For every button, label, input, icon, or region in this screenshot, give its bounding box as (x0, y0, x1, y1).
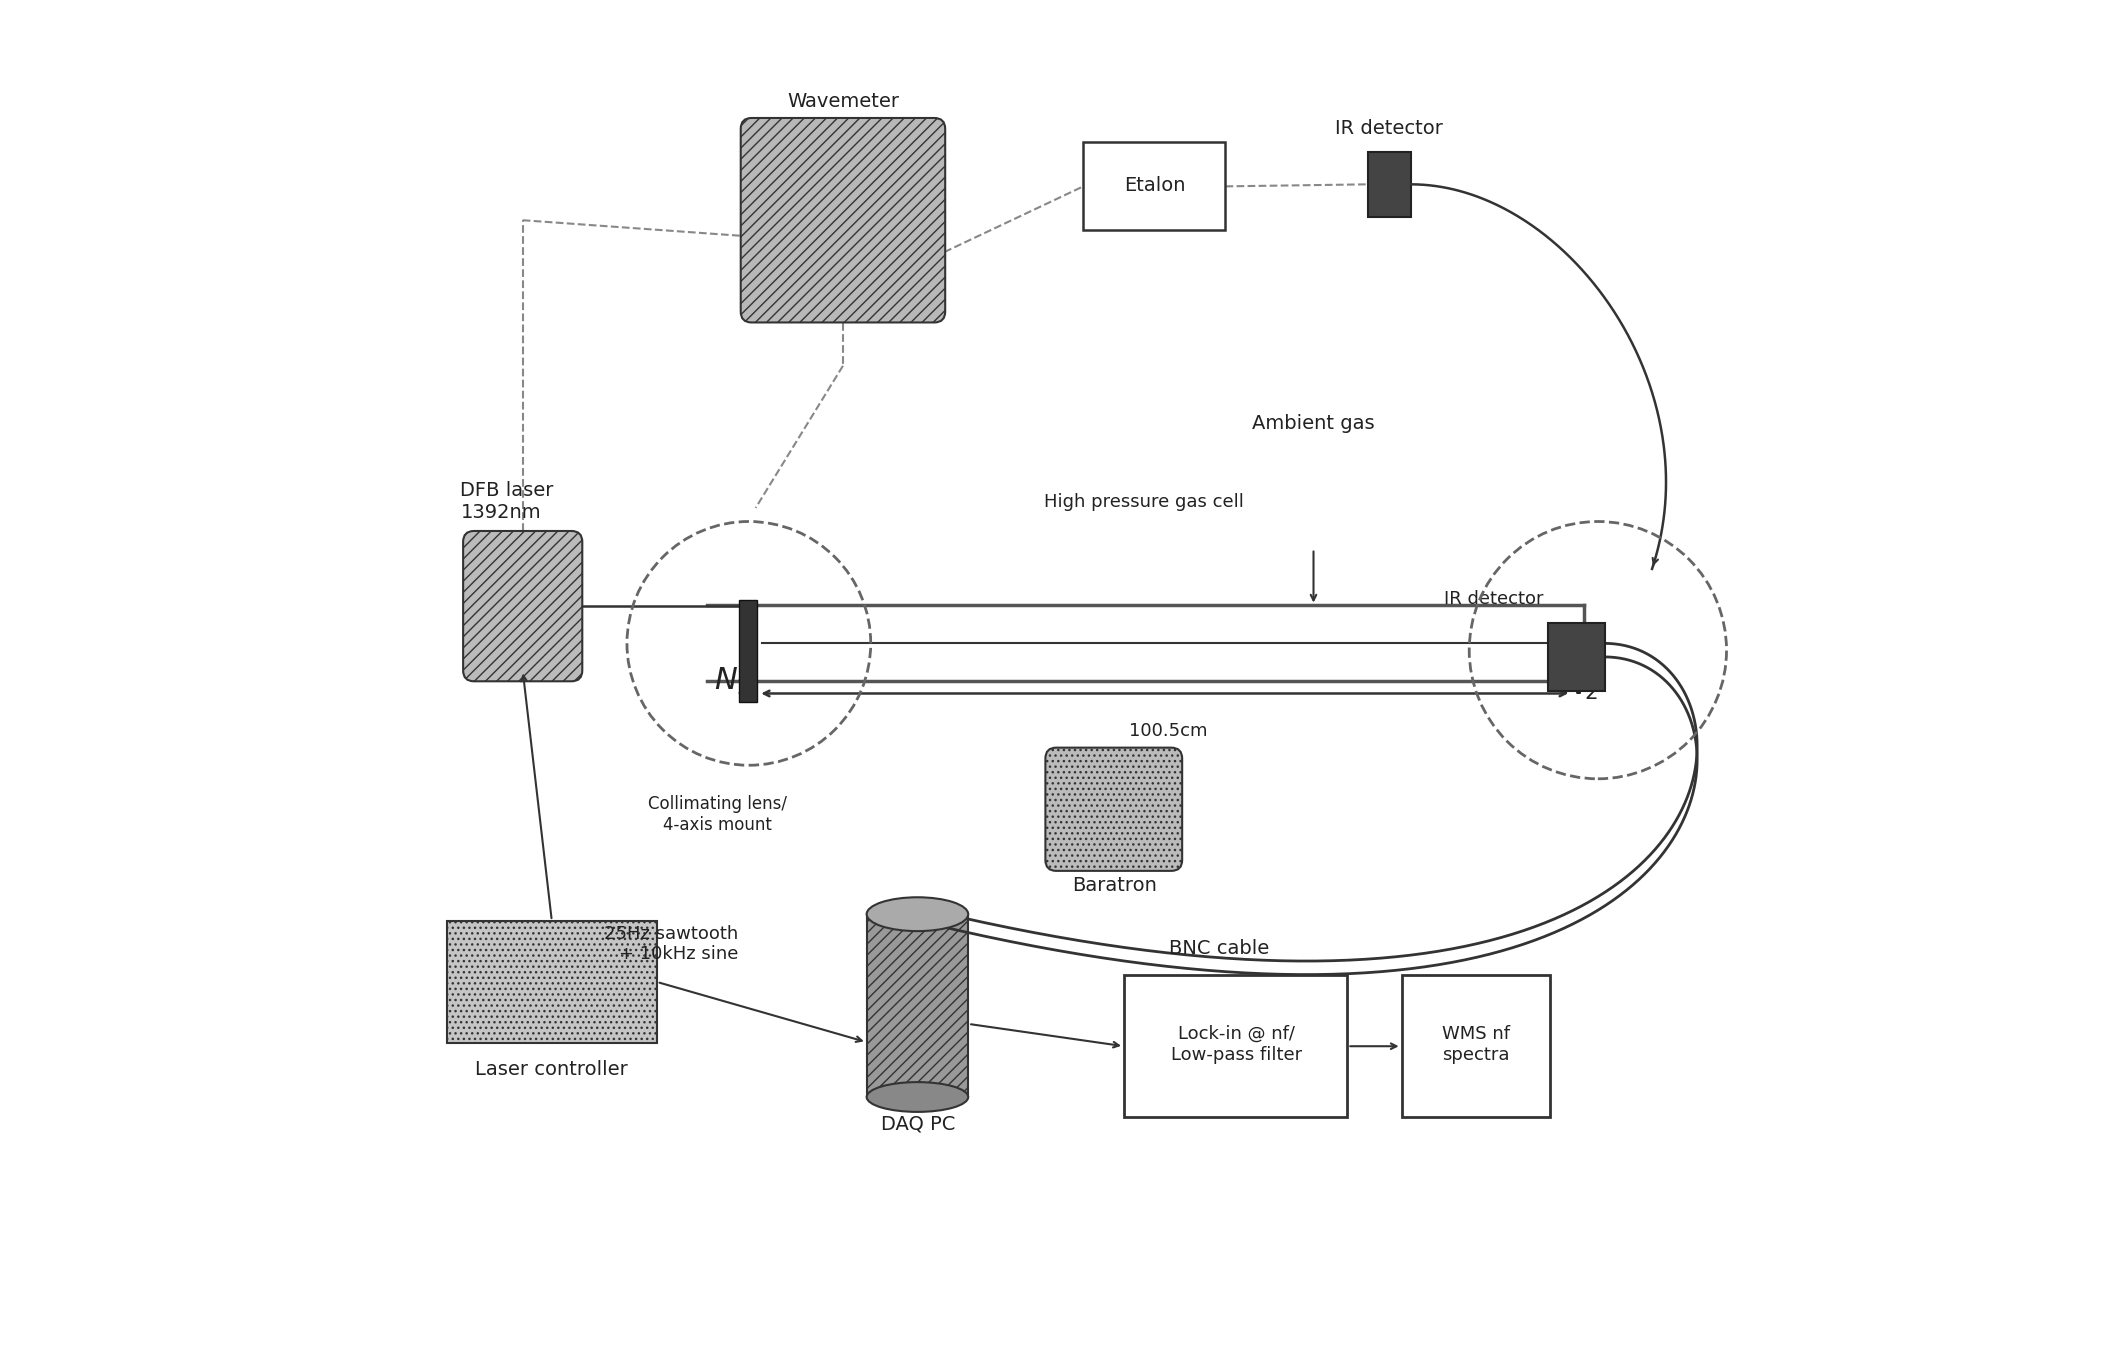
Text: 25Hz sawtooth
+ 10kHz sine: 25Hz sawtooth + 10kHz sine (604, 925, 738, 963)
Text: High pressure gas cell: High pressure gas cell (1044, 492, 1244, 510)
Text: $N_2$: $N_2$ (714, 666, 750, 696)
Bar (1548, 622, 1605, 691)
Bar (1084, 142, 1225, 230)
Text: Wavemeter: Wavemeter (787, 92, 899, 111)
Ellipse shape (867, 897, 967, 932)
Text: Collimating lens/
4-axis mount: Collimating lens/ 4-axis mount (648, 795, 787, 834)
Bar (1367, 152, 1412, 218)
Text: Baratron: Baratron (1072, 877, 1157, 895)
Bar (1401, 975, 1550, 1118)
Text: 100.5cm: 100.5cm (1129, 722, 1208, 740)
Bar (446, 921, 657, 1042)
Text: Etalon: Etalon (1125, 176, 1186, 196)
Text: BNC cable: BNC cable (1169, 938, 1269, 958)
Text: DAQ PC: DAQ PC (880, 1115, 955, 1134)
FancyBboxPatch shape (463, 531, 583, 681)
FancyBboxPatch shape (1046, 748, 1182, 871)
Text: WMS nf
spectra: WMS nf spectra (1441, 1025, 1509, 1063)
Text: DFB laser
1392nm: DFB laser 1392nm (461, 480, 553, 521)
Text: Lock-in @ nf/
Low-pass filter: Lock-in @ nf/ Low-pass filter (1171, 1025, 1301, 1063)
Text: Laser controller: Laser controller (474, 1060, 627, 1079)
Bar (1125, 975, 1348, 1118)
Text: $N_2$: $N_2$ (1563, 672, 1599, 702)
Text: IR detector: IR detector (1444, 590, 1543, 609)
Bar (740, 601, 757, 702)
Bar (867, 914, 967, 1097)
FancyBboxPatch shape (740, 118, 946, 323)
Ellipse shape (867, 1082, 967, 1112)
Text: IR detector: IR detector (1335, 119, 1444, 138)
Text: Ambient gas: Ambient gas (1252, 415, 1376, 434)
